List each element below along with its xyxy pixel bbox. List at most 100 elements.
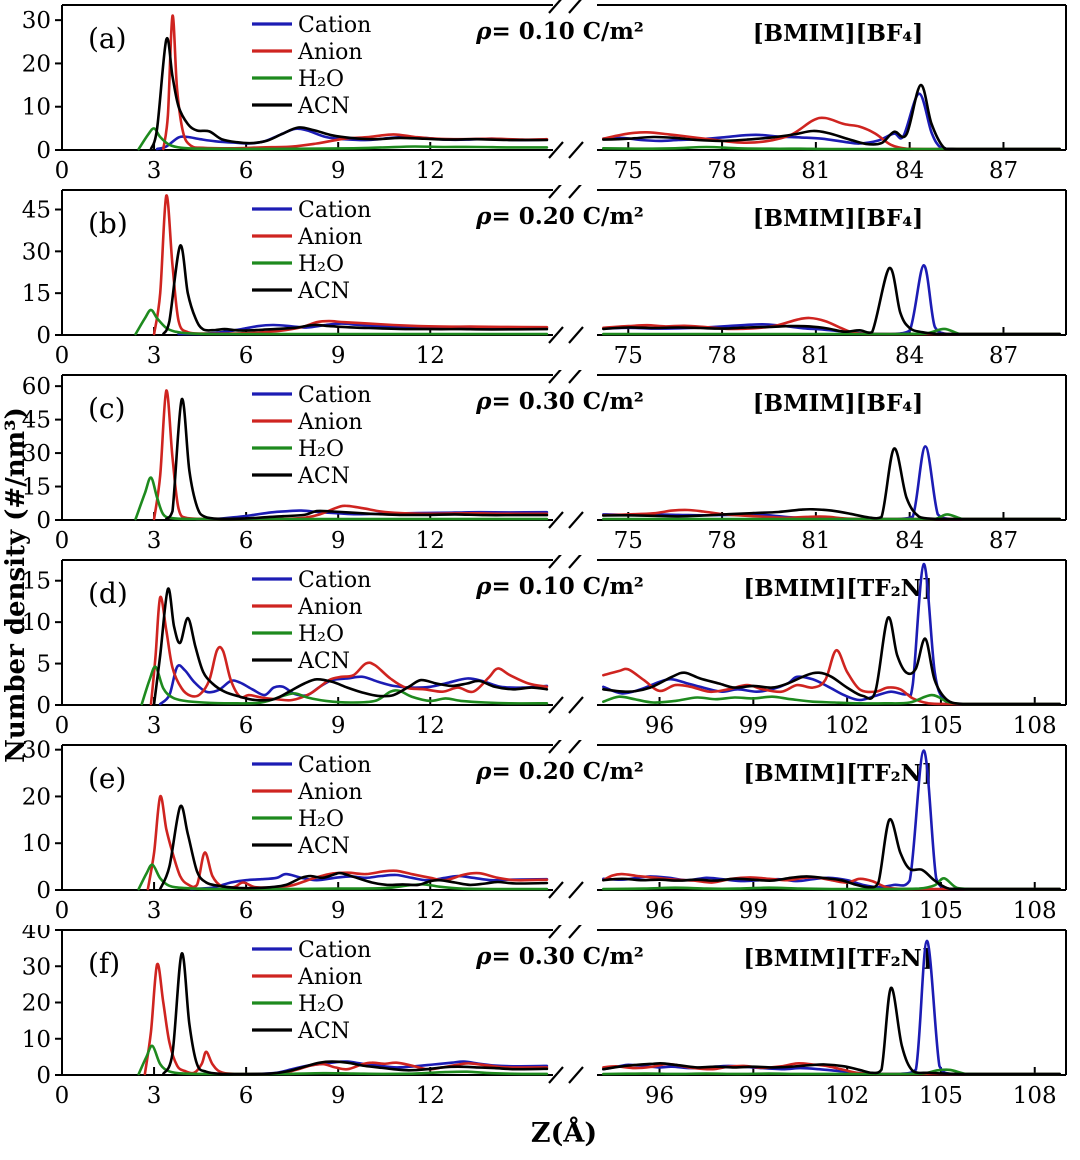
x-tick-label: 81 — [801, 158, 830, 184]
x-tick-label: 99 — [739, 898, 768, 924]
legend-label-acn: ACN — [297, 834, 350, 859]
y-tick-label: 15 — [22, 569, 51, 595]
axis-break-icon — [568, 696, 584, 714]
curve-h₂o-right — [602, 1068, 1061, 1076]
x-tick-label: 12 — [416, 343, 445, 369]
y-tick-label: 10 — [22, 1027, 51, 1053]
legend-label-cation: Cation — [298, 753, 371, 778]
x-tick-label: 9 — [331, 713, 346, 739]
x-tick-label: 96 — [645, 898, 674, 924]
axis-break-icon — [568, 185, 582, 199]
x-tick-label: 99 — [739, 1083, 768, 1109]
x-tick-label: 87 — [989, 343, 1018, 369]
x-tick-label: 12 — [416, 898, 445, 924]
x-tick-label: 108 — [1013, 1083, 1057, 1109]
x-tick-label: 12 — [416, 158, 445, 184]
axis-break-icon — [568, 925, 582, 939]
panel-e-chart: 0 10 20 30 0 3 6 9 12 96 99 102 105 108 CationAnionH₂O… — [22, 740, 1067, 924]
x-tick-label: 96 — [645, 713, 674, 739]
y-axis-title: Number density (#/nm³) — [1, 407, 31, 763]
x-tick-label: 105 — [919, 713, 963, 739]
y-tick-label: 10 — [22, 610, 51, 636]
x-tick-label: 3 — [147, 158, 162, 184]
legend-label-anion: Anion — [297, 965, 363, 990]
surface-charge-label: ρ= 0.30 C/m² — [475, 943, 644, 970]
x-tick-label: 105 — [919, 1083, 963, 1109]
axis-break-icon — [568, 881, 584, 899]
legend-label-anion: Anion — [297, 225, 363, 250]
y-tick-label: 30 — [22, 441, 51, 467]
curve-acn-right — [602, 986, 1061, 1076]
curve-cation-right — [602, 445, 1061, 521]
y-tick-label: 0 — [36, 508, 51, 534]
panel-letter: (a) — [88, 22, 127, 55]
electrolyte-label: [BMIM][TF₂N] — [743, 575, 932, 602]
axis-break-icon — [548, 696, 564, 714]
curve-acn-right — [602, 447, 1061, 521]
legend-label-anion: Anion — [297, 595, 363, 620]
curve-acn-left — [162, 952, 549, 1076]
curve-anion-right — [602, 649, 1061, 706]
axis-break-icon — [568, 1066, 584, 1084]
axis-break-icon — [548, 0, 562, 14]
y-tick-label: 45 — [22, 408, 51, 434]
curve-acn-right — [602, 616, 1061, 706]
y-tick-label: 20 — [22, 991, 51, 1017]
legend-label-acn: ACN — [297, 279, 350, 304]
y-tick-label: 45 — [22, 198, 51, 224]
curve-acn-right — [602, 266, 1061, 336]
x-tick-label: 102 — [825, 1083, 869, 1109]
legend-label-h₂o: H₂O — [298, 437, 344, 462]
curve-h₂o-left — [137, 1044, 549, 1076]
x-tick-label: 75 — [614, 343, 643, 369]
panel-f-chart: 0 10 20 30 40 0 3 6 9 12 96 99 102 105 108 CationAnionH… — [22, 925, 1067, 1109]
legend-label-anion: Anion — [297, 410, 363, 435]
x-tick-label: 9 — [331, 1083, 346, 1109]
axis-break-icon — [568, 740, 582, 754]
y-tick-label: 20 — [22, 51, 51, 77]
curve-acn-right — [602, 818, 1061, 891]
legend-label-h₂o: H₂O — [298, 807, 344, 832]
y-tick-label: 0 — [36, 1063, 51, 1089]
x-tick-label: 6 — [239, 898, 254, 924]
x-tick-label: 12 — [416, 713, 445, 739]
panel-letter: (f) — [88, 947, 120, 980]
axis-break-icon — [548, 925, 562, 939]
x-tick-label: 6 — [239, 713, 254, 739]
axis-break-icon — [548, 740, 562, 754]
y-tick-label: 40 — [22, 925, 51, 944]
y-tick-label: 30 — [22, 239, 51, 265]
y-tick-label: 30 — [22, 954, 51, 980]
x-tick-label: 6 — [239, 158, 254, 184]
panel-letter: (b) — [88, 207, 128, 240]
panel-c-chart: 0 15 30 45 60 0 3 6 9 12 75 78 81 84 87 CationAnionH₂OA… — [22, 370, 1067, 554]
panel-a-chart: 0 10 20 30 0 3 6 9 12 75 78 81 84 87 CationAnionH₂OACN… — [22, 0, 1067, 184]
x-tick-label: 0 — [55, 343, 70, 369]
curve-acn-left — [149, 36, 549, 151]
axis-break-icon — [548, 370, 562, 384]
legend-label-cation: Cation — [298, 938, 371, 963]
x-tick-label: 0 — [55, 1083, 70, 1109]
x-tick-label: 87 — [989, 528, 1018, 554]
x-tick-label: 0 — [55, 158, 70, 184]
curve-anion-left — [149, 595, 549, 706]
legend-label-acn: ACN — [297, 1019, 350, 1044]
y-tick-label: 30 — [22, 740, 51, 764]
x-tick-label: 99 — [739, 713, 768, 739]
x-tick-label: 108 — [1013, 898, 1057, 924]
axis-break-icon — [548, 326, 564, 344]
legend-label-h₂o: H₂O — [298, 622, 344, 647]
x-tick-label: 96 — [645, 1083, 674, 1109]
curve-acn-left — [165, 398, 549, 521]
y-tick-label: 60 — [22, 374, 51, 400]
curve-acn-left — [162, 244, 549, 336]
x-tick-label: 81 — [801, 343, 830, 369]
legend-label-h₂o: H₂O — [298, 67, 344, 92]
surface-charge-label: ρ= 0.10 C/m² — [475, 18, 644, 45]
axis-break-icon — [568, 141, 584, 159]
curve-h₂o-left — [134, 308, 549, 336]
axis-break-icon — [568, 511, 584, 529]
x-tick-label: 0 — [55, 898, 70, 924]
panel-letter: (c) — [88, 392, 126, 425]
